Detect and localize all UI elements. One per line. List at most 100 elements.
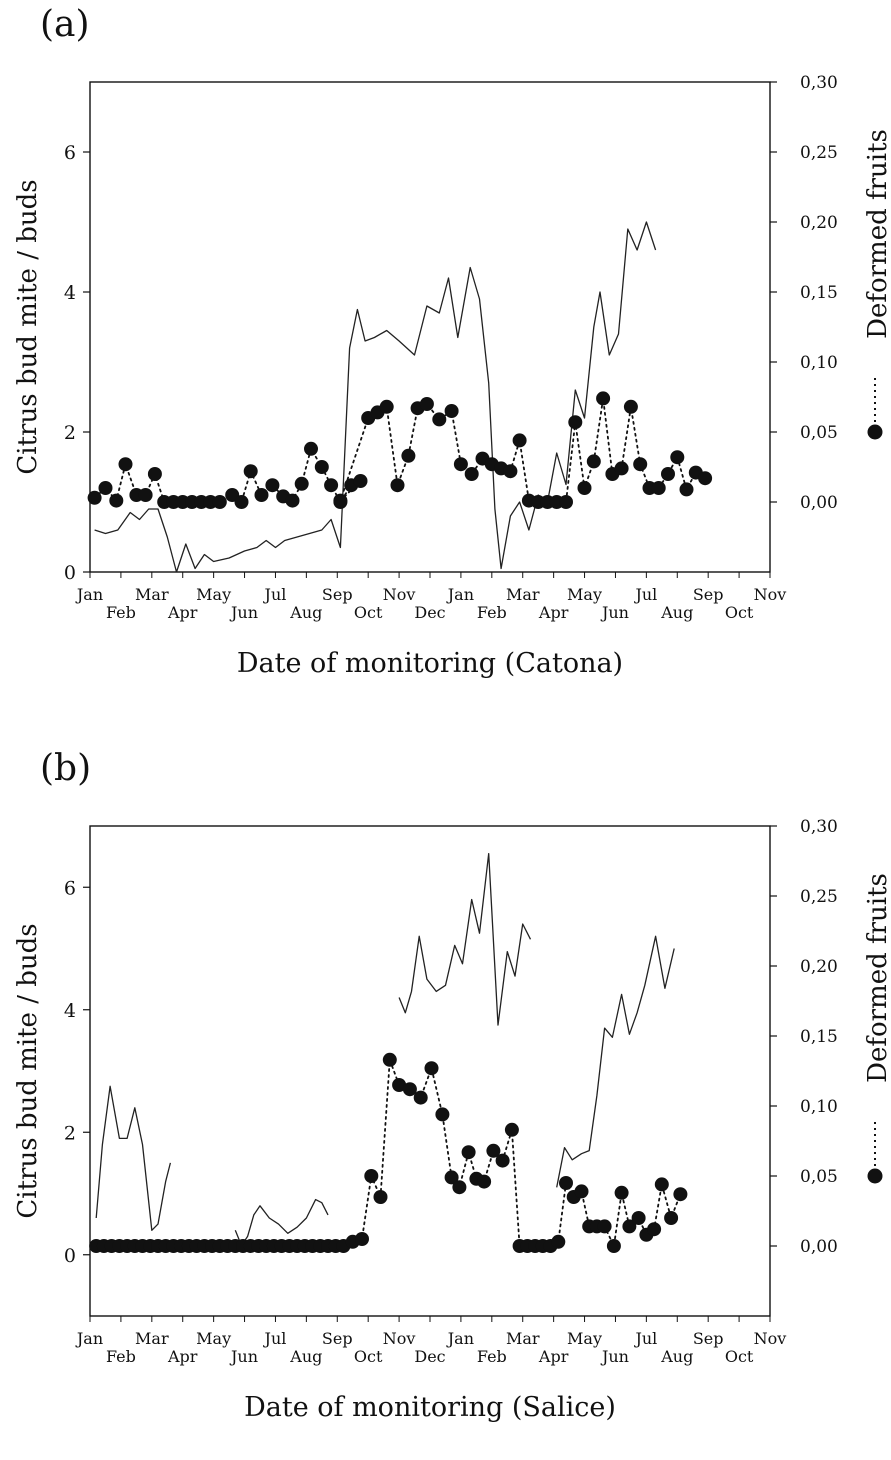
chart-b-mite-line-segment [556,935,675,1188]
chart-a-xtick-label: Feb [477,603,507,622]
chart-b-xtick-label: Aug [660,1347,693,1366]
chart-b-deformed-point [551,1234,566,1249]
chart-a-deformed-point [453,457,468,472]
chart-b-xlabel: Date of monitoring (Salice) [244,1392,616,1423]
chart-b-deformed-point [574,1184,589,1199]
chart-b-deformed-point [477,1174,492,1189]
chart-a-deformed-point [254,488,269,502]
chart-b-xtick-label: Nov [754,1329,787,1348]
chart-a-xtick-label: Jul [263,585,287,604]
chart-b-deformed-point [614,1185,629,1200]
chart-b-deformed-dotted-line [95,1059,682,1250]
chart-b-deformed-point [673,1187,688,1202]
chart-a-deformed-point [432,412,447,427]
chart-b-mite-line-segment [95,1085,172,1231]
chart-a-xtick-label: Jun [600,603,629,622]
chart-b-y2tick-label: 0,15 [800,1027,838,1047]
chart-a-deformed-point [87,490,102,505]
chart-b-xtick-label: Jun [229,1347,258,1366]
chart-a-deformed-point [444,404,459,418]
chart-b-deformed-point [435,1107,450,1122]
chart-b-deformed-point [486,1143,501,1158]
chart-a-deformed-point [614,461,629,476]
chart-a-deformed-point [661,467,675,481]
chart-a-deformed-point [353,474,368,488]
chart-a-xtick-label: Nov [383,585,416,604]
chart-b-deformed-point [355,1232,369,1246]
chart-b-deformed-point [461,1145,476,1160]
chart-b-xtick-label: Oct [354,1347,383,1366]
chart-a-xtick-label: Apr [167,603,198,622]
panel-b: (b) 0 2 4 6 0,00 0,05 0,10 0,15 0,20 0,25 0,30 Jan M… [0,744,891,1460]
chart-b-y2tick-label: 0,05 [800,1167,838,1187]
chart-a-xtick-label: Oct [725,603,754,622]
chart-b-deformed-point [392,1078,407,1092]
chart-b-xtick-label: Jun [600,1347,629,1366]
chart-a-deformed-point [285,493,300,508]
chart-a-y2tick-label: 0,05 [800,423,838,443]
chart-b-ytick-label: 4 [64,1000,76,1022]
chart-a-deformed-point [212,495,227,509]
chart-b-xtick-label: May [196,1329,231,1348]
chart-a-deformed-point [234,495,249,509]
chart-a-y2tick-label: 0,25 [800,143,838,163]
chart-a-xtick-label: Sep [322,585,353,604]
chart-b-ytick-label: 2 [64,1122,76,1144]
chart-b-xtick-label: Oct [725,1347,754,1366]
chart-b-y2tick-label: 0,00 [800,1237,838,1257]
chart-b: 0 2 4 6 0,00 0,05 0,10 0,15 0,20 0,25 0,30 Jan Mar Ma… [13,817,891,1366]
panel-b-label: (b) [40,748,92,789]
chart-b-deformed-point [647,1222,662,1237]
chart-a-deformed-point [314,460,329,474]
chart-b-xtick-label: Aug [289,1347,322,1366]
chart-a-xtick-label: Aug [660,603,693,622]
chart-a-xtick-label: Aug [289,603,322,622]
chart-a-deformed-point [401,448,416,463]
chart-a-y2label: Deformed fruits [863,129,891,339]
chart-a-mite-line-segment [94,221,657,573]
chart-b-y2label: Deformed fruits [863,873,891,1083]
chart-b-deformed-point [664,1211,679,1225]
chart-a-deformed-point [98,481,113,495]
chart-a-xtick-label: Dec [414,603,445,622]
chart-b-xtick-label: Mar [506,1329,540,1348]
chart-a-deformed-point [670,450,685,465]
chart-a-xlabel: Date of monitoring (Catona) [236,648,624,679]
chart-b-xtick-label: Dec [414,1347,445,1366]
chart-b-xtick-label: Nov [383,1329,416,1348]
chart-a-deformed-point [304,441,318,456]
chart-b-deformed-point [373,1190,388,1204]
chart-b-ytick-label: 6 [64,877,76,899]
chart-a-deformed-point [559,495,573,509]
chart-a-xtick-label: Oct [354,603,383,622]
chart-a-xtick-label: Jun [229,603,258,622]
chart-a-xtick-label: May [196,585,231,604]
chart-a-deformed-point [577,481,592,495]
chart-a-deformed-point [586,454,601,469]
chart-a-xtick-label: Jul [633,585,657,604]
chart-b-deformed-point [424,1061,439,1076]
chart-b-deformed-point [559,1176,573,1190]
chart-a-deformed-point [633,457,648,472]
chart-b-deformed-point [631,1211,646,1225]
chart-b-deformed-point [444,1170,459,1185]
chart-a-y2tick-label: 0,30 [800,73,838,93]
chart-b-mite-line-segment [234,1198,329,1247]
chart-b-deformed-point [402,1082,417,1097]
chart-a-deformed-point [324,478,339,493]
chart-b-deformed-point [504,1122,519,1137]
chart-b-xtick-label: Jul [263,1329,287,1348]
chart-a-ylabel: Citrus bud mite / buds [13,179,43,474]
chart-b-deformed-point [597,1219,612,1234]
chart-a-legend-marker [867,424,883,440]
chart-b-deformed-point [622,1219,637,1234]
chart-b-xtick-label: Jul [633,1329,657,1348]
chart-b-deformed-point [654,1177,669,1192]
chart-b-xtick-label: Sep [322,1329,353,1348]
chart-a-deformed-point [333,493,348,508]
chart-a-deformed-point [503,464,518,479]
chart-b-xtick-label: Sep [693,1329,724,1348]
chart-a-deformed-point [651,481,666,495]
chart-a-y2tick-label: 0,10 [800,353,838,373]
chart-a-y2tick-label: 0,15 [800,283,838,303]
